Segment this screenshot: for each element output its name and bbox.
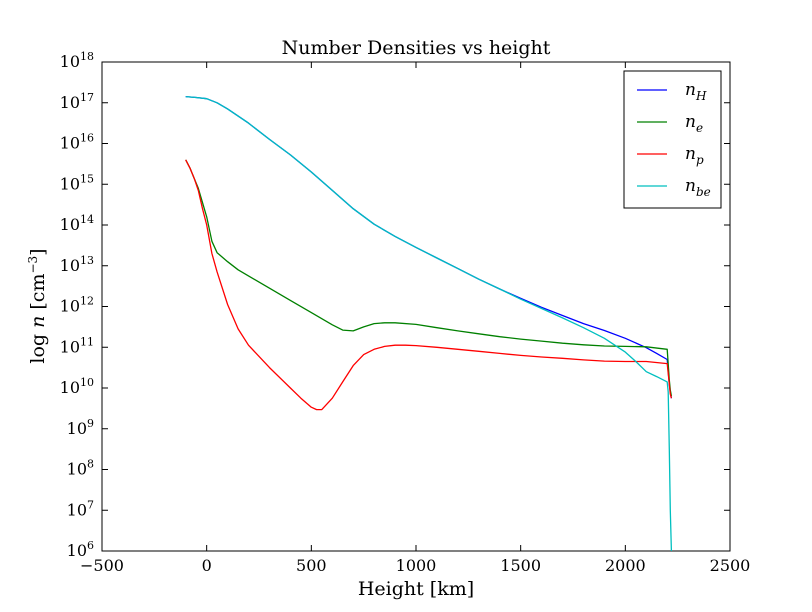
series-line-e [185, 159, 673, 397]
y-tick-label: 1013 [60, 254, 94, 275]
x-tick-label: 2500 [710, 556, 751, 575]
y-tick-label: 106 [67, 539, 94, 560]
x-tick-label: −500 [80, 556, 124, 575]
legend: nH ne np nbe [623, 70, 722, 209]
series-line-p [185, 159, 673, 411]
legend-label-H: nH [685, 80, 707, 103]
legend-box [623, 70, 722, 209]
series-layer [185, 95, 673, 552]
y-tick-label: 109 [67, 417, 94, 438]
legend-label-be: nbe [685, 176, 711, 199]
y-tick-label: 107 [67, 498, 94, 519]
x-tick-label: 500 [296, 556, 327, 575]
x-axis-label: Height [km] [358, 578, 474, 600]
y-tick-label: 1014 [60, 213, 94, 234]
y-tick-label: 1018 [60, 50, 94, 71]
y-tick-label: 1016 [60, 132, 94, 153]
x-tick-label: 1500 [500, 556, 541, 575]
y-tick-label: 1017 [60, 91, 94, 112]
chart-title: Number Densities vs height [282, 37, 551, 59]
y-tick-label: 1012 [60, 295, 94, 316]
y-tick-label: 1010 [60, 376, 94, 397]
x-tick-label: 1000 [396, 556, 437, 575]
x-tick-label: 0 [202, 556, 212, 575]
series-line-be [185, 95, 673, 552]
x-tick-label: 2000 [605, 556, 646, 575]
y-tick-label: 108 [67, 458, 94, 479]
legend-label-p: np [685, 144, 704, 167]
ticks-layer: −500 0 500 1000 1500 2000 2500 106 107 108 109 1010… [60, 50, 751, 575]
legend-label-e: ne [685, 112, 703, 135]
y-tick-label: 1015 [60, 172, 94, 193]
y-axis-label: log n [cm−3] [26, 248, 49, 363]
y-tick-label: 1011 [60, 335, 94, 356]
